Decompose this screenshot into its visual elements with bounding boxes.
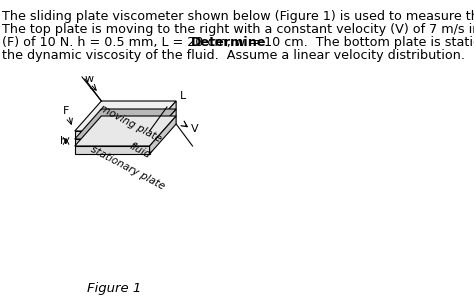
Text: the dynamic viscosity of the fluid.  Assume a linear velocity distribution.: the dynamic viscosity of the fluid. Assu… (2, 49, 465, 62)
Text: Determine: Determine (191, 36, 266, 49)
Polygon shape (75, 131, 150, 139)
Polygon shape (75, 109, 176, 139)
Text: h: h (60, 136, 67, 146)
Polygon shape (75, 139, 150, 146)
Text: L: L (180, 91, 186, 101)
Polygon shape (75, 116, 176, 146)
Text: (F) of 10 N. h = 0.5 mm, L = 20 cm, w = 10 cm.  The bottom plate is stationary.: (F) of 10 N. h = 0.5 mm, L = 20 cm, w = … (2, 36, 474, 49)
Text: The sliding plate viscometer shown below (Figure 1) is used to measure the visco: The sliding plate viscometer shown below… (2, 10, 474, 23)
Polygon shape (150, 109, 176, 146)
Text: w: w (85, 74, 94, 84)
Text: stationary plate: stationary plate (89, 144, 166, 192)
Text: V: V (191, 124, 198, 134)
Text: The top plate is moving to the right with a constant velocity (V) of 7 m/s in re: The top plate is moving to the right wit… (2, 23, 474, 36)
Polygon shape (75, 146, 150, 154)
Text: Figure 1: Figure 1 (87, 282, 141, 295)
Text: moving plate: moving plate (98, 103, 163, 145)
Text: F: F (63, 106, 69, 116)
Polygon shape (150, 116, 176, 154)
Text: fluid: fluid (128, 141, 152, 160)
Polygon shape (75, 101, 176, 131)
Polygon shape (150, 101, 176, 139)
